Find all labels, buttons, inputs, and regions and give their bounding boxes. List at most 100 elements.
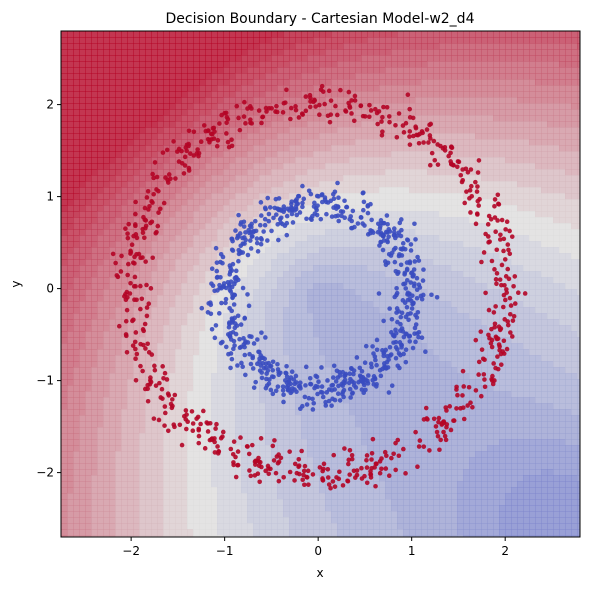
contour-cell-3834	[331, 85, 338, 92]
contour-cell-3621	[313, 337, 320, 344]
contour-cell-245	[73, 481, 80, 488]
contour-cell-4940	[409, 91, 416, 98]
contour-cell-1672	[175, 373, 182, 380]
contour-cell-1201	[145, 97, 152, 104]
contour-cell-1867	[187, 523, 194, 530]
contour-cell-1709	[181, 85, 188, 92]
contour-cell-2546	[235, 517, 242, 524]
contour-cell-3417	[301, 133, 308, 140]
contour-cell-2658	[247, 169, 254, 176]
contour-cell-2357	[223, 403, 230, 410]
contour-cell-475	[91, 331, 98, 338]
contour-cell-637	[103, 283, 110, 290]
contour-cell-4225	[355, 391, 362, 398]
contour-cell-1746	[181, 307, 188, 314]
contour-cell-1307	[151, 223, 158, 230]
contour-cell-4834	[397, 475, 404, 482]
contour-cell-1196	[145, 67, 152, 74]
contour-cell-715	[109, 241, 116, 248]
contour-cell-380	[85, 271, 92, 278]
contour-cell-1910	[193, 271, 200, 278]
contour-cell-2740	[253, 151, 260, 158]
contour-cell-4705	[391, 211, 398, 218]
contour-cell-3240	[289, 91, 296, 98]
contour-cell-4263	[361, 109, 368, 116]
contour-cell-4896	[403, 337, 410, 344]
contour-cell-3348	[295, 229, 302, 236]
contour-cell-1155	[139, 331, 146, 338]
contour-cell-3711	[319, 367, 326, 374]
contour-cell-1460	[163, 121, 170, 128]
contour-cell-4095	[349, 121, 356, 128]
contour-cell-3008	[271, 229, 278, 236]
contour-cell-4761	[397, 37, 404, 44]
contour-cell-2320	[223, 181, 230, 188]
contour-cell-3080	[277, 151, 284, 158]
contour-cell-3480	[301, 511, 308, 518]
contour-cell-72	[61, 463, 68, 470]
contour-cell-725	[109, 301, 116, 308]
contour-cell-3831	[331, 67, 338, 74]
contour-cell-670	[103, 481, 110, 488]
contour-cell-2622	[241, 463, 248, 470]
contour-cell-962	[127, 193, 134, 200]
contour-cell-4438	[373, 139, 380, 146]
contour-cell-3873	[331, 319, 338, 326]
contour-cell-1133	[139, 199, 146, 206]
contour-cell-2017	[199, 403, 206, 410]
contour-cell-1349	[151, 475, 158, 482]
contour-cell-3903	[331, 499, 338, 506]
contour-cell-2060	[205, 151, 212, 158]
contour-cell-3438	[301, 259, 308, 266]
contour-cell-4014	[343, 145, 350, 152]
contour-cell-1951	[193, 517, 200, 524]
contour-cell-3946	[337, 247, 344, 254]
contour-cell-1847	[187, 403, 194, 410]
contour-cell-3608	[313, 259, 320, 266]
contour-cell-3593	[313, 169, 320, 176]
contour-cell-3234	[289, 55, 296, 62]
contour-cell-990	[127, 361, 134, 368]
contour-cell-99	[67, 115, 74, 122]
contour-cell-1069	[133, 325, 140, 332]
contour-cell-1385	[157, 181, 164, 188]
contour-cell-663	[103, 439, 110, 446]
contour-cell-3692	[319, 253, 326, 260]
contour-cell-4196	[355, 217, 362, 224]
contour-cell-2613	[241, 409, 248, 416]
contour-cell-4041	[343, 307, 350, 314]
contour-cell-2544	[235, 505, 242, 512]
contour-cell-2361	[223, 427, 230, 434]
contour-cell-2103	[205, 409, 212, 416]
contour-cell-107	[67, 163, 74, 170]
contour-cell-1413	[157, 349, 164, 356]
contour-cell-4083	[349, 49, 356, 56]
contour-cell-456	[91, 217, 98, 224]
contour-cell-4916	[403, 457, 410, 464]
contour-cell-4741	[391, 427, 398, 434]
contour-cell-567	[97, 373, 104, 380]
contour-cell-3398	[295, 529, 302, 536]
contour-cell-4974	[409, 295, 416, 302]
contour-cell-3382	[295, 433, 302, 440]
contour-cell-170	[73, 31, 80, 38]
contour-cell-1637	[175, 163, 182, 170]
contour-cell-2910	[265, 151, 272, 158]
contour-cell-3159	[283, 115, 290, 122]
contour-cell-1485	[163, 271, 170, 278]
contour-cell-1944	[193, 475, 200, 482]
contour-cell-3187	[283, 283, 290, 290]
contour-cell-4487	[373, 433, 380, 440]
contour-cell-4198	[355, 229, 362, 236]
contour-cell-4678	[391, 49, 398, 56]
contour-cell-3468	[301, 439, 308, 446]
contour-cell-2513	[235, 319, 242, 326]
contour-cell-872	[121, 163, 128, 170]
contour-cell-139	[67, 355, 74, 362]
contour-cell-657	[103, 403, 110, 410]
contour-cell-4991	[409, 397, 416, 404]
contour-cell-2615	[241, 421, 248, 428]
contour-cell-3185	[283, 271, 290, 278]
contour-cell-1629	[175, 115, 182, 122]
contour-cell-1415	[157, 361, 164, 368]
